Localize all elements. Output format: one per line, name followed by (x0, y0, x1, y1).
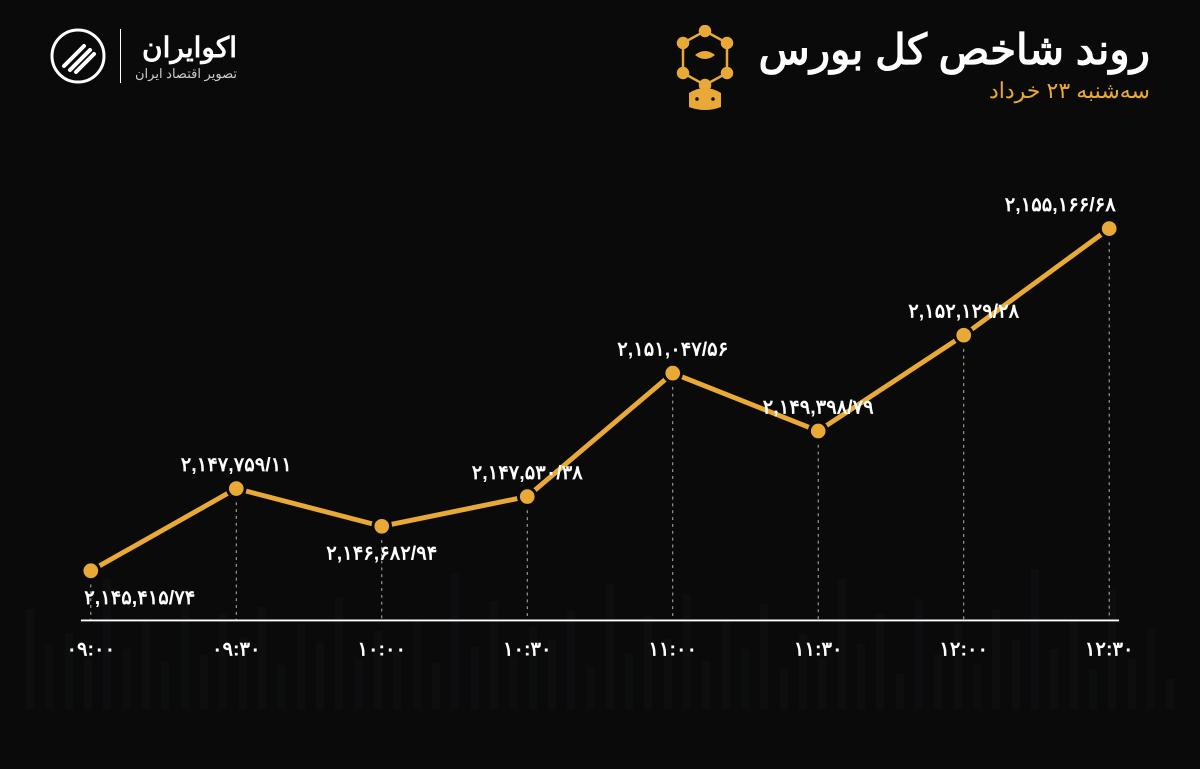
header: روند شاخص کل بورس سه‌شنبه ۲۳ خرداد (669, 25, 1150, 115)
svg-text:۲,۱۴۷,۵۳۰/۳۸: ۲,۱۴۷,۵۳۰/۳۸ (472, 462, 583, 484)
svg-text:۲,۱۴۷,۷۵۹/۱۱: ۲,۱۴۷,۷۵۹/۱۱ (181, 454, 292, 476)
svg-text:۱۰:۰۰: ۱۰:۰۰ (357, 639, 406, 661)
exchange-emblem-icon (669, 25, 741, 115)
brand-tagline: تصویر اقتصاد ایران (135, 66, 237, 82)
brand-name: اکوایران (135, 31, 237, 64)
svg-text:۰۹:۰۰: ۰۹:۰۰ (66, 639, 115, 661)
svg-text:۱۱:۰۰: ۱۱:۰۰ (648, 639, 697, 661)
svg-text:۲,۱۵۵,۱۶۶/۶۸: ۲,۱۵۵,۱۶۶/۶۸ (1005, 194, 1116, 216)
svg-text:۲,۱۵۱,۰۴۷/۵۶: ۲,۱۵۱,۰۴۷/۵۶ (617, 339, 728, 361)
svg-text:۲,۱۴۵,۴۱۵/۷۴: ۲,۱۴۵,۴۱۵/۷۴ (84, 587, 195, 609)
svg-text:۱۲:۰۰: ۱۲:۰۰ (939, 639, 988, 661)
svg-text:۲,۱۵۲,۱۲۹/۲۸: ۲,۱۵۲,۱۲۹/۲۸ (908, 301, 1019, 323)
svg-text:۰۹:۳۰: ۰۹:۳۰ (212, 639, 261, 661)
svg-text:۲,۱۴۹,۳۹۸/۷۹: ۲,۱۴۹,۳۹۸/۷۹ (763, 396, 874, 418)
svg-text:۱۱:۳۰: ۱۱:۳۰ (794, 639, 843, 661)
brand-logo: اکوایران تصویر اقتصاد ایران (50, 28, 237, 84)
line-chart: ۲,۱۴۵,۴۱۵/۷۴ ۲,۱۴۷,۷۵۹/۱۱ ۲,۱۴۶,۶۸۲/۹۴ ۲,۱۴… (60, 170, 1140, 689)
svg-text:۱۲:۳۰: ۱۲:۳۰ (1085, 639, 1134, 661)
ecoiran-logo-icon (50, 28, 106, 84)
svg-text:۲,۱۴۶,۶۸۲/۹۴: ۲,۱۴۶,۶۸۲/۹۴ (326, 543, 437, 565)
chart-date: سه‌شنبه ۲۳ خرداد (759, 78, 1150, 104)
chart-title: روند شاخص کل بورس (759, 25, 1150, 74)
chart-svg: ۲,۱۴۵,۴۱۵/۷۴ ۲,۱۴۷,۷۵۹/۱۱ ۲,۱۴۶,۶۸۲/۹۴ ۲,۱۴… (60, 170, 1140, 689)
svg-text:۱۰:۳۰: ۱۰:۳۰ (503, 639, 552, 661)
